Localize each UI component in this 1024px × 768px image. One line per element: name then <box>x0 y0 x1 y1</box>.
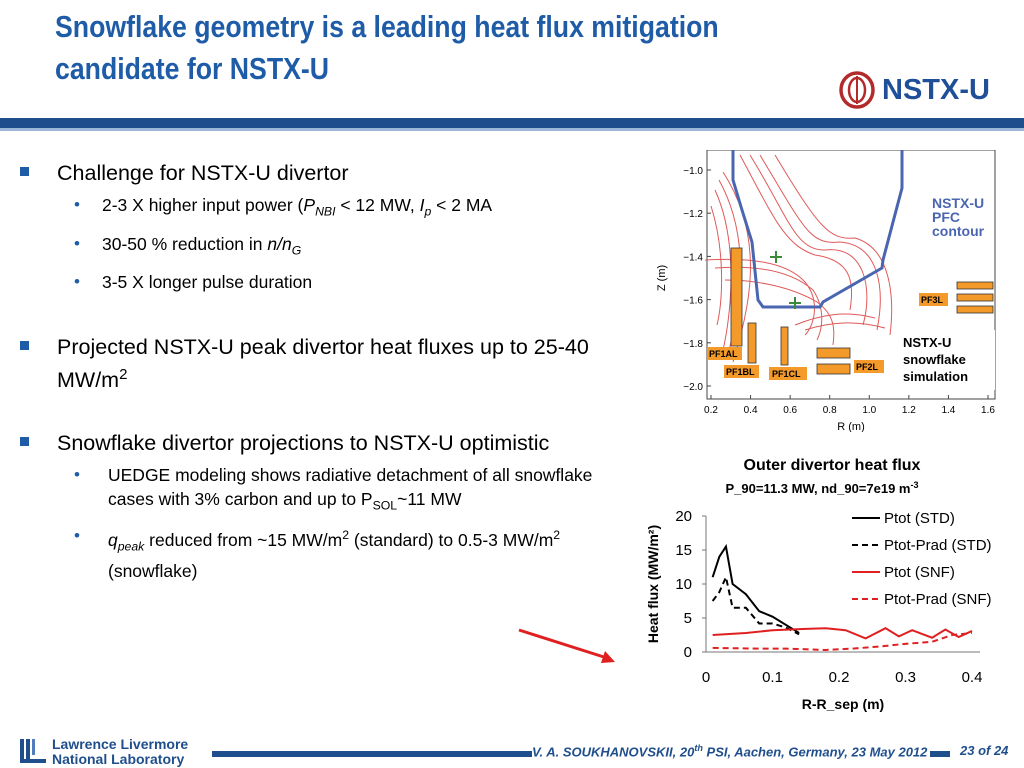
y-tick-label: −2.0 <box>683 382 703 393</box>
bullet-text: Challenge for NSTX-U divertor <box>57 161 349 185</box>
coils <box>730 247 994 375</box>
sub-bullet-text: qpeak reduced from ~15 MW/m2 (standard) … <box>108 528 561 581</box>
svg-text:NSTX-U: NSTX-U <box>932 195 984 211</box>
coil-label-pf3l: PF3L <box>921 295 944 305</box>
lab-name: Lawrence Livermore National Laboratory <box>52 736 189 767</box>
y-tick-label: 10 <box>675 576 692 593</box>
sub-bullet-item: • UEDGE modeling shows radiative detachm… <box>20 463 630 518</box>
legend-label: Ptot (SNF) <box>884 564 955 581</box>
sub-bullet-marker: • <box>74 233 80 253</box>
y-tick-label: −1.2 <box>683 209 703 220</box>
coil-label-pf2l: PF2L <box>856 362 879 372</box>
sub-bullet-marker: • <box>74 465 80 485</box>
llnl-emblem-icon <box>20 739 46 763</box>
y-tick-label: −1.4 <box>683 252 703 263</box>
svg-text:snowflake: snowflake <box>903 352 966 367</box>
y-tick-label: −1.6 <box>683 296 703 307</box>
sub-bullet-item: • 3-5 X longer pulse duration <box>20 270 630 294</box>
legend-label: Ptot (STD) <box>884 510 955 527</box>
x-tick-label: 0.4 <box>962 669 983 686</box>
x-tick-label: 0.8 <box>823 405 837 416</box>
series-line <box>711 543 800 634</box>
y-axis-label: Heat flux (MW/m²) <box>645 525 661 643</box>
x-tick-label: 0.3 <box>895 669 916 686</box>
bullet-item: Snowflake divertor projections to NSTX-U… <box>20 430 630 457</box>
sub-bullet-text: 2-3 X higher input power (PNBI < 12 MW, … <box>102 195 493 219</box>
coil-label-pf1bl: PF1BL <box>726 367 755 377</box>
header-divider-light <box>0 128 1024 131</box>
bullet-marker <box>20 341 29 350</box>
chart-title: Outer divertor heat flux <box>744 457 921 474</box>
bullet-item: Projected NSTX-U peak divertor heat flux… <box>20 334 630 394</box>
heat-flux-chart: Outer divertor heat flux P_90=11.3 MW, n… <box>645 457 992 712</box>
pfc-annotation: NSTX-U PFC contour <box>932 195 985 239</box>
sub-bullet-item: • 30-50 % reduction in n/nG <box>20 232 630 263</box>
pfc-contour <box>731 150 904 309</box>
series-line <box>712 627 973 640</box>
sub-bullet-marker: • <box>74 272 80 291</box>
x-tick-label: 0.6 <box>783 405 797 416</box>
llnl-logo: Lawrence Livermore National Laboratory <box>20 737 210 767</box>
series-line <box>711 574 800 636</box>
logo-text: NSTX-U <box>882 74 990 106</box>
x-tick-label: 1.2 <box>902 405 916 416</box>
page-title: Snowflake geometry is a leading heat flu… <box>55 9 719 86</box>
x-tick-label: 1.4 <box>941 405 955 416</box>
coil-label-pf1cl: PF1CL <box>772 369 801 379</box>
x-tick-label: 0.1 <box>762 669 783 686</box>
footer-citation: V. A. SOUKHANOVSKII, 20th PSI, Aachen, G… <box>532 743 928 760</box>
x-tick-label: 0 <box>702 669 710 686</box>
logo-emblem-icon <box>839 71 875 109</box>
sub-bullet-marker: • <box>74 525 80 545</box>
bullet-list: Challenge for NSTX-U divertor • 2-3 X hi… <box>20 160 630 583</box>
y-tick-label: 20 <box>675 508 692 525</box>
x-axis-label: R (m) <box>837 421 865 432</box>
bullet-item: Challenge for NSTX-U divertor <box>20 160 630 187</box>
x-tick-label: 0.4 <box>744 405 758 416</box>
simulation-annotation: NSTX-U snowflake simulation <box>903 335 968 384</box>
x-tick-label: 0.2 <box>829 669 850 686</box>
svg-text:contour: contour <box>932 223 985 239</box>
y-tick-label: −1.8 <box>683 339 703 350</box>
red-arrow-icon <box>518 628 615 663</box>
chart-subtitle: P_90=11.3 MW, nd_90=7e19 m-3 <box>725 480 918 496</box>
x-tick-label: 0.2 <box>704 405 718 416</box>
sub-bullet-text: 30-50 % reduction in n/nG <box>102 233 302 258</box>
x-tick-label: 1.0 <box>862 405 876 416</box>
sub-bullet-marker: • <box>74 195 80 214</box>
bullet-marker <box>20 167 29 176</box>
sub-bullet-item: • 2-3 X higher input power (PNBI < 12 MW… <box>20 193 630 224</box>
svg-text:simulation: simulation <box>903 369 968 384</box>
header-divider <box>0 118 1024 128</box>
coil-labels: PF1AL PF1BL PF1CL PF2L PF3L <box>707 293 948 380</box>
bullet-marker <box>20 437 29 447</box>
series-line <box>712 631 973 651</box>
x-tick-label: 1.6 <box>981 405 995 416</box>
legend-label: Ptot-Prad (SNF) <box>884 591 992 608</box>
y-tick-label: −1.0 <box>683 166 703 177</box>
coil-label-pf1al: PF1AL <box>709 349 738 359</box>
nstx-u-logo: NSTX-U <box>838 70 1008 112</box>
footer-divider <box>212 751 532 757</box>
svg-text:PFC: PFC <box>932 209 960 225</box>
sub-bullet-text: UEDGE modeling shows radiative detachmen… <box>108 465 593 513</box>
svg-text:NSTX-U: NSTX-U <box>903 335 951 350</box>
footer-divider-small <box>930 751 950 757</box>
y-tick-label: 0 <box>684 644 692 661</box>
y-axis-label: Z (m) <box>656 265 668 291</box>
bullet-text: Projected NSTX-U peak divertor heat flux… <box>57 335 589 393</box>
page-number: 23 of 24 <box>960 743 1009 758</box>
sub-bullet-item: • qpeak reduced from ~15 MW/m2 (standard… <box>20 524 630 583</box>
sim-label-box <box>900 330 995 390</box>
x-axis-label: R-R_sep (m) <box>802 696 884 712</box>
bullet-text: Snowflake divertor projections to NSTX-U… <box>57 431 550 456</box>
y-tick-label: 5 <box>684 610 692 627</box>
sub-bullet-text: 3-5 X longer pulse duration <box>102 272 313 292</box>
y-tick-label: 15 <box>675 542 692 559</box>
equilibrium-diagram: 0.2 0.4 0.6 0.8 1.0 1.2 1.4 1.6 −1.0 −1.2 −1.4 −1.… <box>656 150 996 432</box>
x-point-markers <box>770 251 801 309</box>
legend-label: Ptot-Prad (STD) <box>884 537 992 554</box>
